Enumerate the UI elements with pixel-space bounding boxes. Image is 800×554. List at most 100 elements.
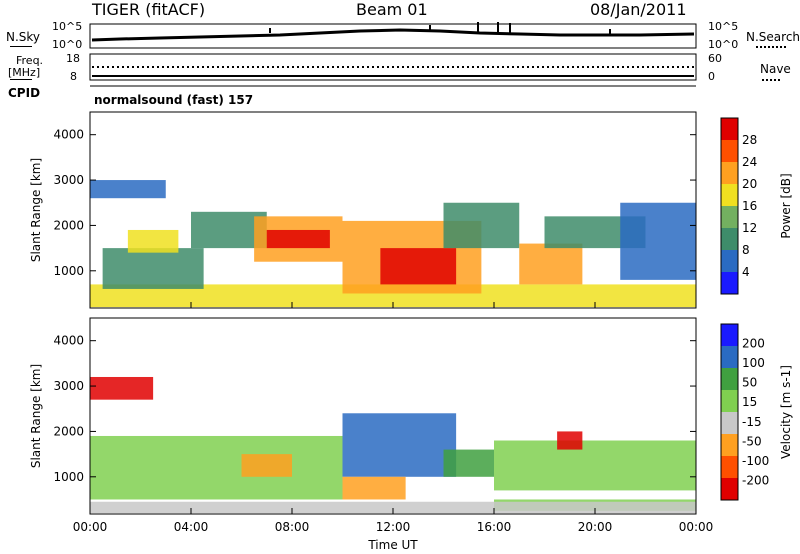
colorbar-tick-label: -15 <box>742 415 762 429</box>
freq-tick-top: 18 <box>66 52 80 65</box>
nave-label: Nave <box>760 62 791 76</box>
beam-title: Beam 01 <box>356 0 428 19</box>
colorbar-segment <box>721 206 738 228</box>
nsearch-tick-top: 10^5 <box>708 20 739 33</box>
x-tick-label: 16:00 <box>477 520 512 534</box>
data-region-6 <box>443 449 494 477</box>
data-region-2 <box>102 248 204 289</box>
y-tick-label: 3000 <box>53 173 84 187</box>
data-region-9 <box>380 248 457 285</box>
data-region-7 <box>266 229 330 249</box>
x-tick-label: 04:00 <box>174 520 209 534</box>
nsky-label: N.Sky <box>6 30 41 44</box>
colorbar-tick-label: 12 <box>742 221 757 235</box>
colorbar-frame <box>720 117 739 295</box>
y-axis-label: Slant Range [km] <box>29 158 43 262</box>
cpid-label: CPID <box>8 86 41 100</box>
colorbar-tick-label: 8 <box>742 243 750 257</box>
x-tick-label: 00:00 <box>73 520 108 534</box>
colorbar-segment <box>721 250 738 272</box>
nsky-underline <box>10 46 32 47</box>
data-region-5 <box>342 476 406 500</box>
heatmap-panel-2: 4000 3000 2000 1000 00:00 04:00 08:00 12:00 16:0… <box>29 317 793 552</box>
colorbar-frame <box>720 323 739 501</box>
colorbar-segment <box>721 434 738 456</box>
nsky-trace <box>91 28 695 42</box>
colorbar-segment <box>721 140 738 162</box>
nsky-tick-bottom: 10^0 <box>52 38 83 51</box>
y-tick-label: 1000 <box>53 264 84 278</box>
freq-tick-bottom: 8 <box>70 70 77 83</box>
colorbar-segment <box>721 390 738 412</box>
nsky-spikes <box>269 22 611 35</box>
colorbar-tick-label: -100 <box>742 454 769 468</box>
nsky-panel-frame <box>89 23 697 49</box>
colorbar-segment <box>721 324 738 346</box>
colorbar-segment <box>721 478 738 500</box>
freq-unit-label: [MHz] <box>8 66 41 79</box>
data-region-8 <box>494 440 696 491</box>
x-axis-label: Time UT <box>367 538 418 552</box>
colorbar-segment <box>721 272 738 294</box>
freq-label: Freq. <box>16 54 44 67</box>
y-tick-label: 2000 <box>53 424 84 438</box>
colorbar-segment <box>721 118 738 140</box>
data-region-13 <box>620 202 696 280</box>
data-region-1 <box>90 435 343 500</box>
data-region-9 <box>557 431 583 450</box>
y-axis-label: Slant Range [km] <box>29 364 43 468</box>
x-tick-label: 08:00 <box>275 520 310 534</box>
colorbar-segment <box>721 456 738 478</box>
data-region-4 <box>342 413 457 477</box>
colorbar-tick-label: -50 <box>742 434 762 448</box>
x-tick-label: 00:00 <box>679 520 714 534</box>
data-region-3 <box>127 229 179 253</box>
nsearch-label: N.Search <box>746 30 800 44</box>
y-tick-label: 4000 <box>53 334 84 348</box>
data-region-1 <box>90 284 696 308</box>
data-region-10 <box>90 501 696 514</box>
colorbar-segment <box>721 412 738 434</box>
x-tick-label: 12:00 <box>376 520 411 534</box>
colorbar-tick-label: -200 <box>742 473 769 487</box>
colorbar-segment <box>721 162 738 184</box>
colorbar-segment <box>721 184 738 206</box>
colorbar-tick-label: 20 <box>742 177 757 191</box>
cpid-value: normalsound (fast) 157 <box>94 93 254 107</box>
colorbar-label: Power [dB] <box>779 173 793 238</box>
y-tick-label: 2000 <box>53 218 84 232</box>
colorbar-tick-label: 15 <box>742 395 757 409</box>
data-region-10 <box>443 202 520 249</box>
colorbar-label: Velocity [m s-1] <box>779 365 793 459</box>
colorbar-tick-label: 100 <box>742 356 765 370</box>
colorbar-segment <box>721 368 738 390</box>
colorbar-tick-label: 50 <box>742 376 757 390</box>
nave-tick-top: 60 <box>708 52 722 65</box>
colorbar-tick-label: 16 <box>742 199 757 213</box>
data-region-3 <box>241 454 292 477</box>
freq-panel-frame <box>89 53 697 81</box>
colorbar-tick-label: 24 <box>742 155 757 169</box>
colorbar-segment <box>721 346 738 368</box>
nave-tick-bottom: 0 <box>708 70 715 83</box>
nsky-tick-top: 10^5 <box>52 20 83 33</box>
colorbar-tick-label: 28 <box>742 133 757 147</box>
heatmap-panel-1: 4000 3000 2000 1000 Slant Range [km] 28 24 20 16… <box>29 111 793 309</box>
colorbar-tick-label: 200 <box>742 337 765 351</box>
y-tick-label: 1000 <box>53 470 84 484</box>
colorbar-tick-label: 4 <box>742 265 750 279</box>
colorbar-segment <box>721 228 738 250</box>
date-title: 08/Jan/2011 <box>590 0 687 19</box>
nsearch-tick-bottom: 10^0 <box>708 38 739 51</box>
radar-title: TIGER (fitACF) <box>92 0 206 19</box>
y-tick-label: 4000 <box>53 128 84 142</box>
x-tick-label: 20:00 <box>578 520 613 534</box>
freq-underline <box>10 79 32 80</box>
data-region-2 <box>90 376 154 400</box>
data-region-11 <box>519 243 583 285</box>
nsearch-dotted <box>756 46 786 48</box>
y-tick-label: 3000 <box>53 379 84 393</box>
data-region-4 <box>90 180 166 199</box>
